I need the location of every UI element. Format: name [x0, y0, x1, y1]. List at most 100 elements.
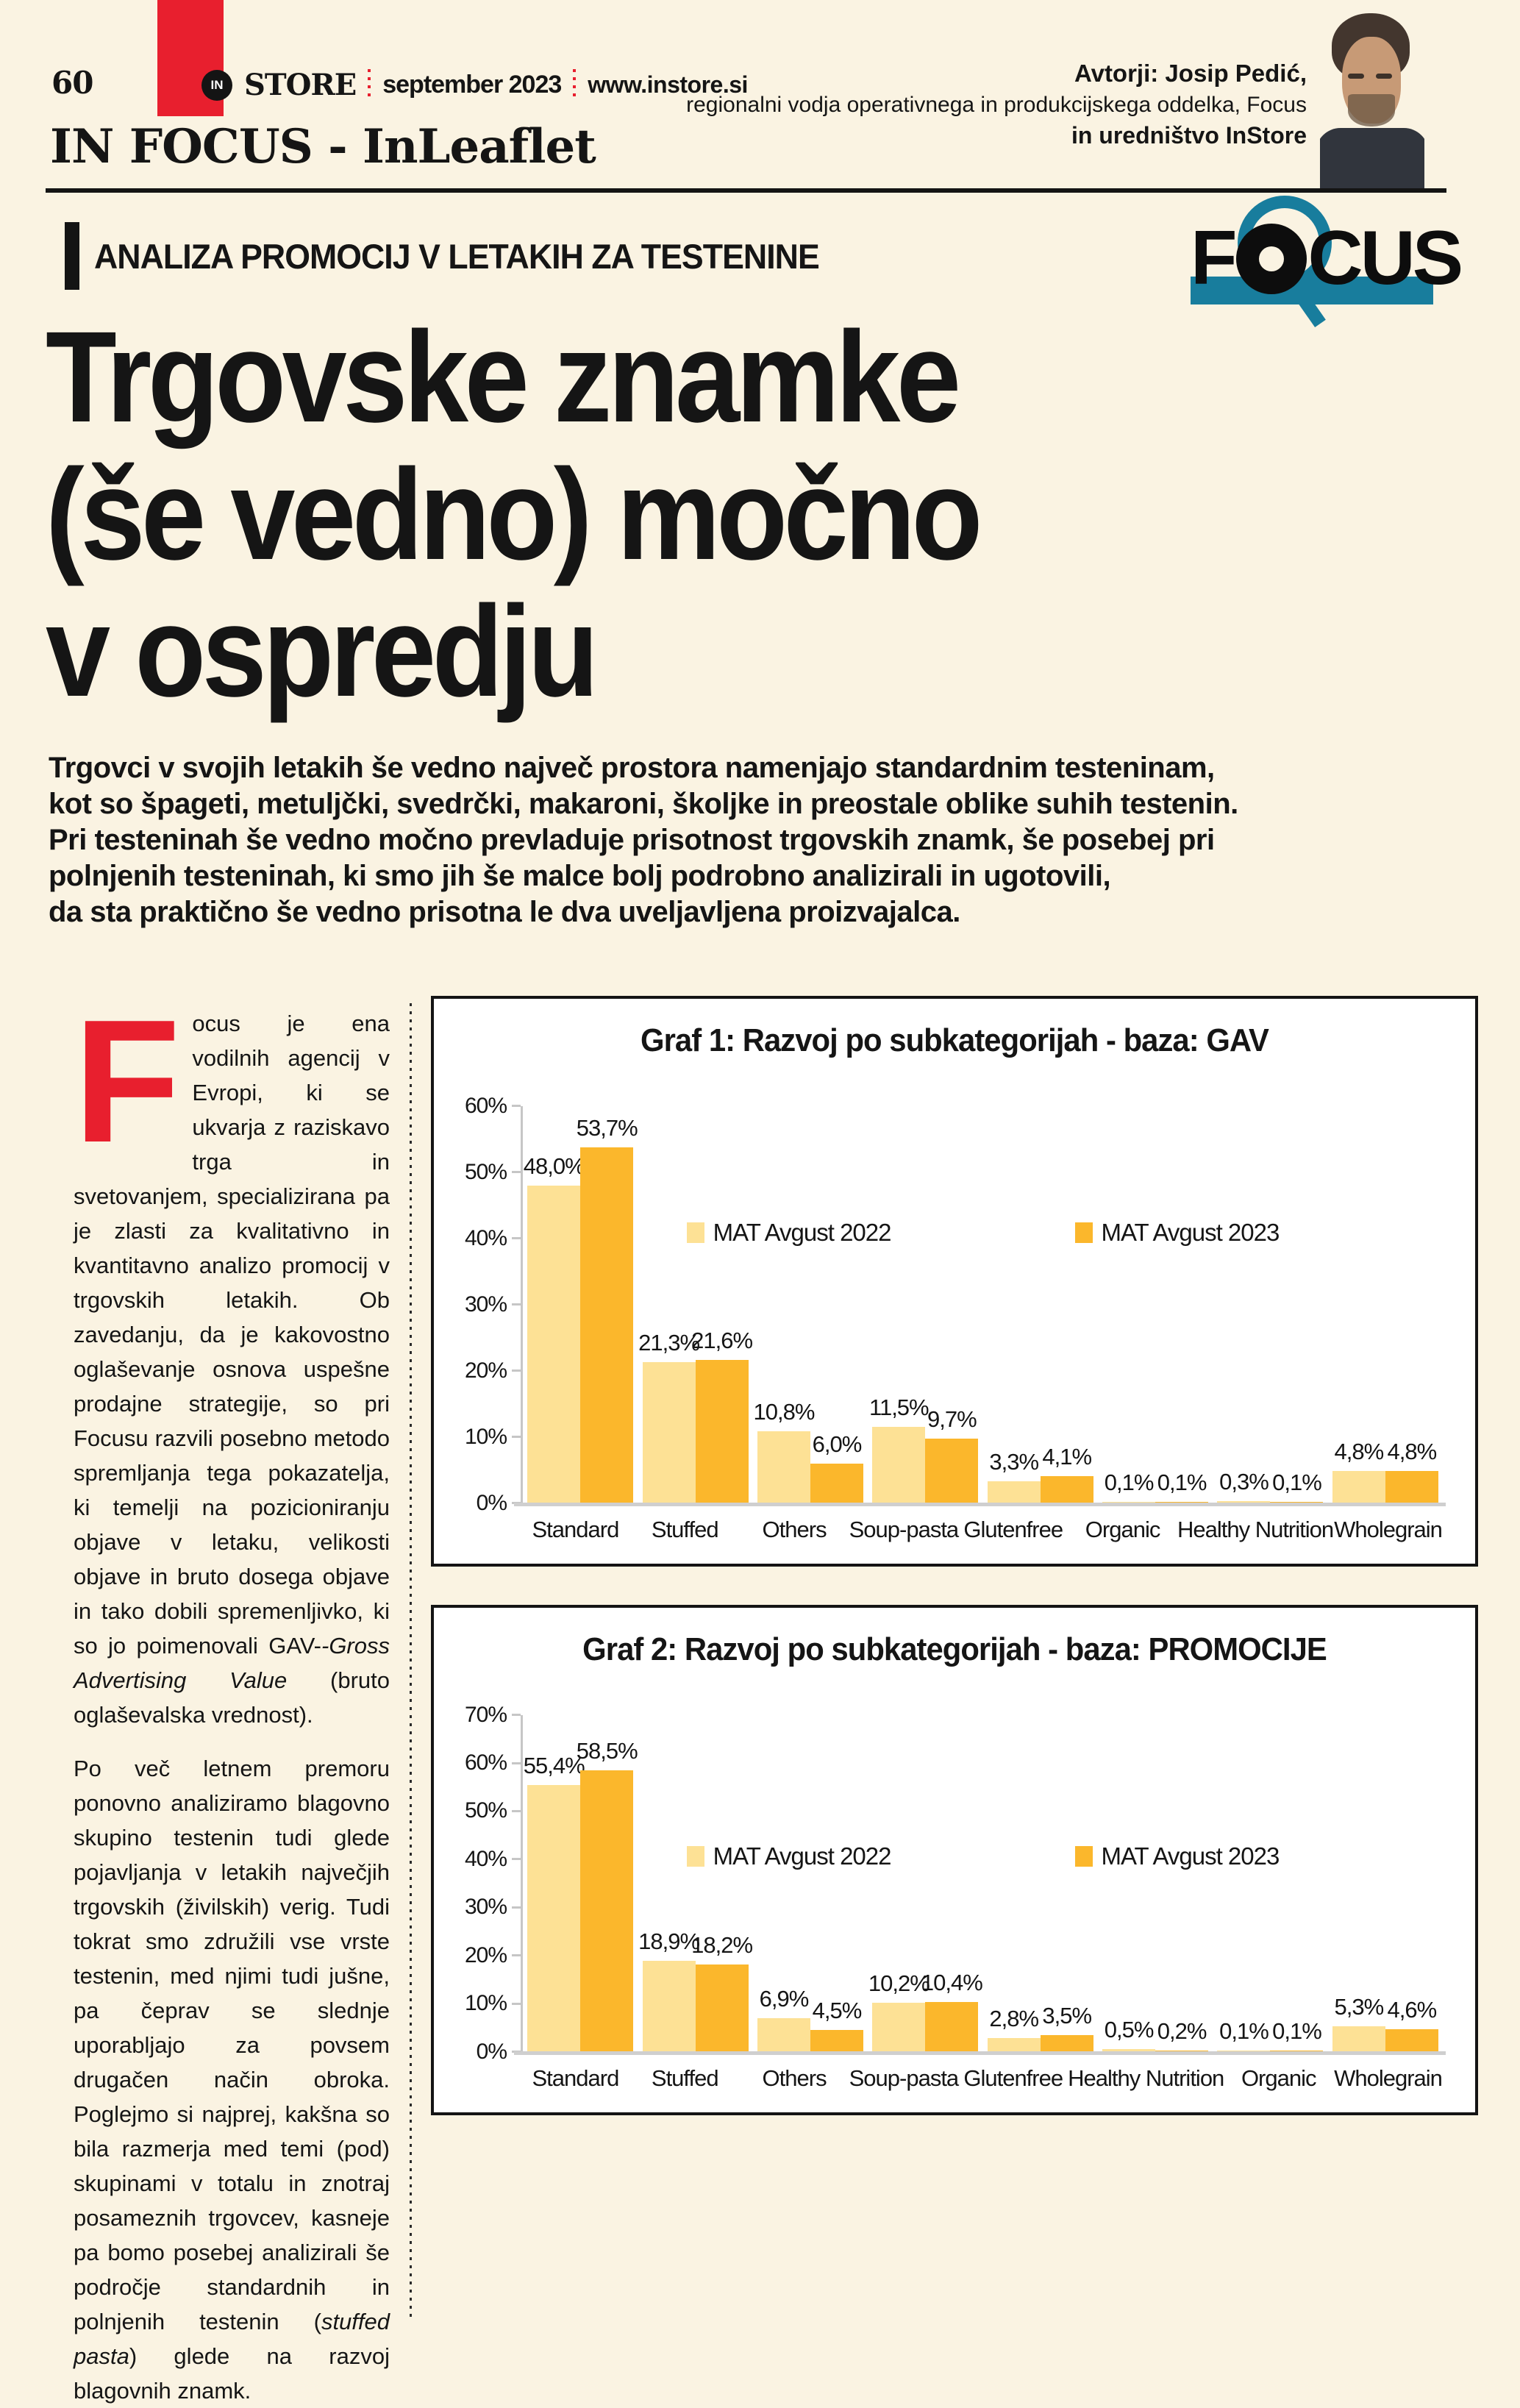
category-group: 0,5% 0,2%: [1098, 2017, 1213, 2052]
bar: 4,1%: [1040, 1444, 1093, 1503]
paragraph-text: ocus je ena vodilnih agencij v Evropi, k…: [74, 1010, 390, 1659]
x-axis-label: Soup-pasta: [849, 2065, 960, 2091]
focus-logo-bar: [1191, 277, 1433, 304]
category-group: 6,9% 4,5%: [753, 1986, 868, 2052]
graf-1-panel: Graf 1: Razvoj po subkategorijah - baza:…: [431, 995, 1478, 1567]
magazine-page: { "page": { "background": "#faf3e2", "nu…: [46, 0, 1520, 2408]
category-group: 11,5% 9,7%: [868, 1394, 982, 1503]
bar: 5,3%: [1332, 1994, 1385, 2052]
y-tick-label: 30%: [464, 1292, 507, 1317]
category-group: 0,1% 0,1%: [1098, 1470, 1213, 1503]
website-link[interactable]: www.instore.si: [588, 71, 748, 98]
y-tick: 20%: [465, 1358, 521, 1383]
y-tick: 10%: [465, 1425, 521, 1450]
category-group: 5,3% 4,6%: [1328, 1994, 1443, 2052]
bar-value-label: 10,2%: [868, 1970, 930, 1996]
bar-value-label: 18,2%: [691, 1931, 753, 1958]
authors-line3: in uredništvo InStore: [1071, 122, 1307, 149]
y-tick: 30%: [465, 1292, 521, 1317]
bar-value-label: 9,7%: [927, 1406, 977, 1433]
x-axis-label: Stuffed: [651, 1516, 719, 1542]
bar: 3,3%: [987, 1449, 1041, 1503]
bar-value-label: 0,3%: [1219, 1468, 1269, 1495]
bar: 0,1%: [1102, 1470, 1156, 1503]
authors-block: Avtorji: Josip Pedić, regionalni vodja o…: [686, 57, 1307, 152]
y-tick-label: 70%: [464, 1702, 507, 1727]
bar-value-label: 10,4%: [921, 1969, 983, 1995]
bar-value-label: 21,6%: [691, 1328, 753, 1354]
focus-letter-f: F: [1191, 215, 1238, 301]
y-tick-mark: [512, 1303, 521, 1306]
bar: 10,4%: [921, 1970, 983, 2052]
bar: 0,1%: [1217, 2018, 1271, 2052]
category-group: 2,8% 3,5%: [983, 2003, 1098, 2052]
bar: 9,7%: [925, 1406, 979, 1503]
author-photo-shoulders: [1320, 128, 1424, 188]
page-header: 60 IN STORE september 2023 www.instore.s…: [46, 0, 1446, 193]
y-tick-label: 40%: [464, 1846, 507, 1871]
y-tick: 50%: [465, 1160, 521, 1185]
x-axis-label: Healthy Nutrition: [1177, 1516, 1334, 1542]
y-tick-mark: [512, 1237, 521, 1240]
y-tick: 70%: [465, 1703, 521, 1728]
bar: 21,6%: [691, 1328, 753, 1503]
y-tick-mark: [512, 1369, 521, 1372]
bar-value-label: 0,1%: [1157, 1469, 1207, 1495]
y-tick-label: 60%: [464, 1750, 507, 1775]
bar-value-label: 0,2%: [1157, 2017, 1207, 2044]
bar: 0,5%: [1102, 2017, 1156, 2052]
bar-value-label: 0,1%: [1104, 1469, 1155, 1495]
category-group: 0,1% 0,1%: [1213, 2018, 1327, 2052]
graf-2-title: Graf 2: Razvoj po subkategorijah - baza:…: [582, 1631, 1327, 1667]
bar-value-label: 21,3%: [638, 1329, 700, 1356]
y-tick-label: 20%: [464, 1358, 507, 1383]
y-tick-mark: [512, 1436, 521, 1439]
bar-value-label: 10,8%: [753, 1399, 815, 1425]
x-axis-labels: Standard Stuffed Others Soup-pasta Glutenfre…: [521, 2065, 1443, 2092]
x-axis-label: Organic: [1241, 2065, 1317, 2091]
bars-row: 48,0% 53,7% 21,3% 21,6% 10,8% 6,0% 11,5% 9,7% 3,…: [523, 1115, 1443, 1503]
bar: 48,0%: [524, 1153, 585, 1503]
bar: 53,7%: [577, 1115, 638, 1503]
bar: 6,0%: [810, 1431, 863, 1503]
y-tick-mark: [512, 1954, 521, 1957]
y-tick-label: 20%: [464, 1942, 507, 1967]
y-tick-label: 30%: [464, 1895, 507, 1920]
category-group: 3,3% 4,1%: [983, 1444, 1098, 1503]
y-tick-mark: [512, 1809, 521, 1812]
y-tick-mark: [512, 1171, 521, 1174]
bar: 10,2%: [868, 1970, 930, 2052]
y-axis: 0% 10% 20% 30% 40% 50% 60% 70%: [455, 1703, 521, 2064]
article-headline: Trgovske znamke (še vedno) močno v ospre…: [46, 305, 982, 724]
y-tick-label: 10%: [464, 1424, 507, 1449]
category-group: 0,3% 0,1%: [1213, 1469, 1327, 1503]
paragraph-text: (bruto oglaševalska vrednost).: [74, 1667, 390, 1728]
y-tick-mark: [512, 1762, 521, 1764]
y-tick-label: 0%: [476, 2039, 507, 2064]
bar-value-label: 55,4%: [523, 1753, 585, 1779]
author-photo-beard: [1348, 94, 1395, 127]
y-tick: 40%: [465, 1226, 521, 1251]
x-axis-labels: Standard Stuffed Others Soup-pasta Glutenfre…: [521, 1517, 1443, 1543]
bar: 11,5%: [869, 1394, 930, 1503]
y-tick: 50%: [465, 1798, 521, 1823]
category-group: 48,0% 53,7%: [523, 1115, 638, 1503]
y-tick-mark: [512, 1714, 521, 1717]
bars-row: 55,4% 58,5% 18,9% 18,2% 6,9% 4,5% 10,2% 10,4% 2,…: [523, 1738, 1443, 2052]
kicker-row: ANALIZA PROMOCIJ V LETAKIH ZA TESTENINE: [65, 222, 1520, 290]
x-axis-label: Standard: [532, 2065, 620, 2091]
x-axis-label: Stuffed: [651, 2065, 719, 2091]
bar-value-label: 0,1%: [1219, 2017, 1269, 2044]
focus-logo: F CUS: [1191, 196, 1463, 328]
drop-cap: F: [74, 983, 181, 1179]
bar-value-label: 0,1%: [1272, 2017, 1322, 2044]
bar-value-label: 4,8%: [1334, 1439, 1384, 1465]
bar: 55,4%: [524, 1753, 585, 2052]
graf-2-panel: Graf 2: Razvoj po subkategorijah - baza:…: [431, 1604, 1478, 2115]
focus-letter-o-icon: [1235, 223, 1307, 294]
bar-value-label: 53,7%: [576, 1115, 638, 1141]
y-tick: 0%: [477, 1491, 521, 1516]
bar-value-label: 6,9%: [759, 1986, 810, 2012]
x-axis-label: Organic: [1085, 1516, 1161, 1542]
